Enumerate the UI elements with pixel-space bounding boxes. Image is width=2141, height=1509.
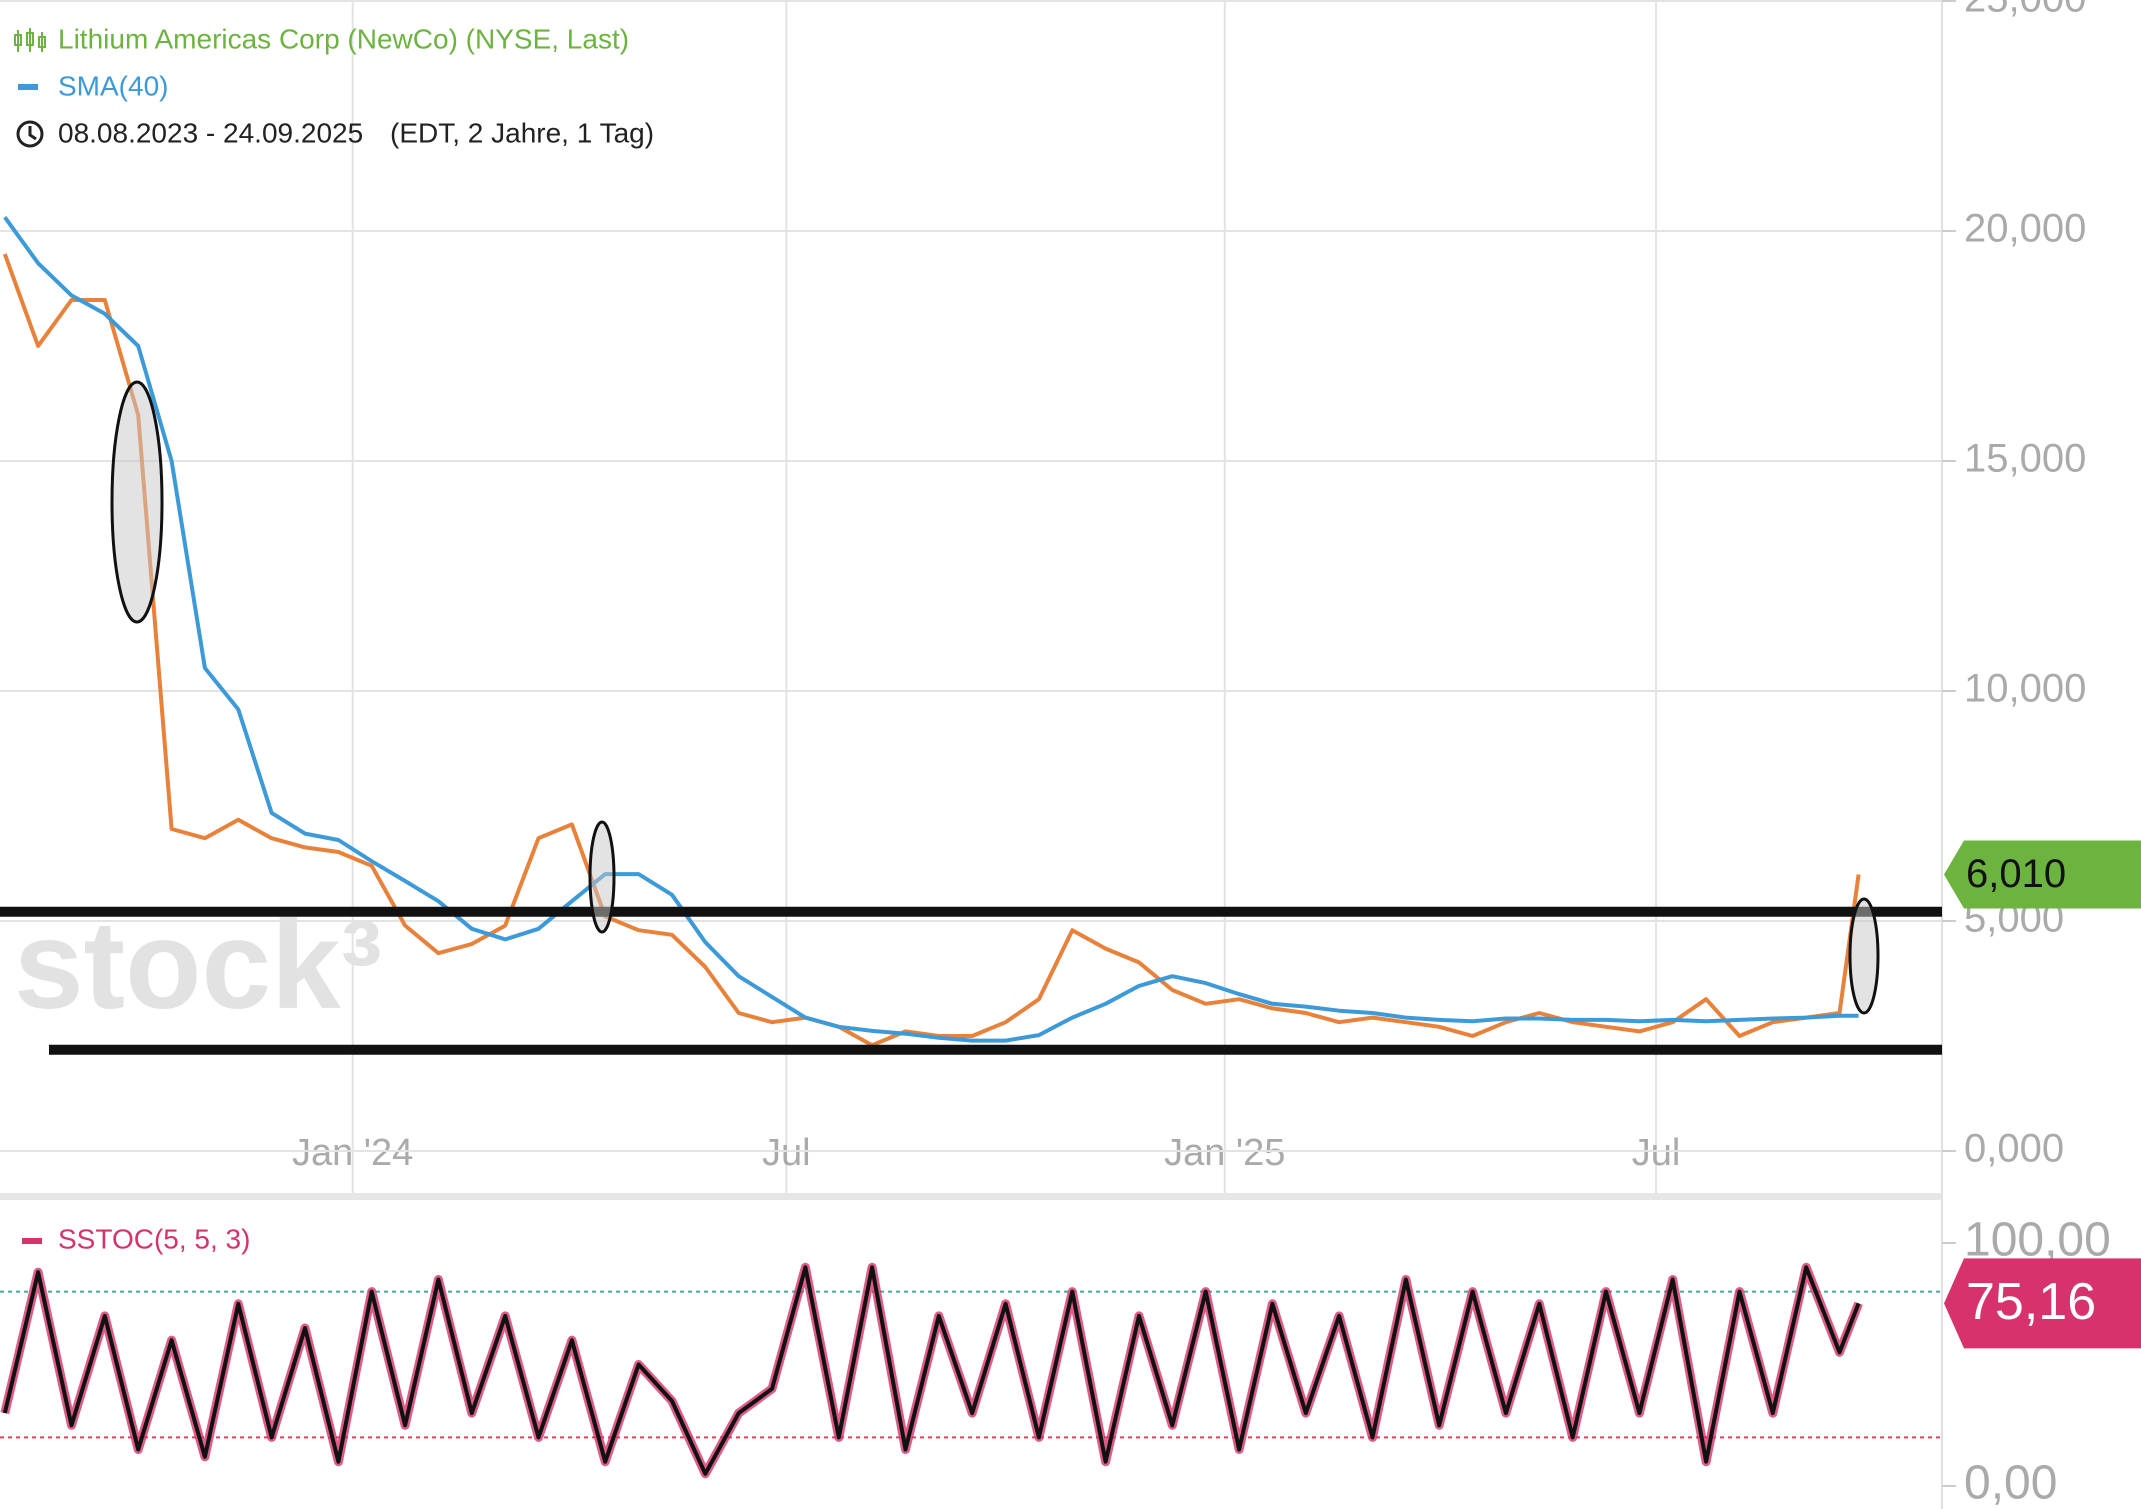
y-tick-label: 25,000 bbox=[1964, 0, 2086, 21]
x-tick-label: Jul bbox=[762, 1132, 811, 1174]
date-range-note: (EDT, 2 Jahre, 1 Tag) bbox=[390, 117, 654, 148]
legend-entry: Lithium Americas Corp (NewCo) (NYSE, Las… bbox=[58, 23, 629, 54]
price-tag-box bbox=[1944, 1258, 2141, 1349]
series-line bbox=[3, 216, 1859, 1043]
legend-entry: SSTOC(5, 5, 3) bbox=[58, 1223, 250, 1254]
clock-icon bbox=[16, 120, 44, 148]
x-tick-label: Jul bbox=[1632, 1132, 1681, 1174]
legend-icon bbox=[22, 1238, 42, 1244]
price-tag-label: 6,010 bbox=[1966, 852, 2066, 896]
price-tag-label: 75,16 bbox=[1966, 1273, 2096, 1331]
price-tag-box bbox=[1944, 840, 2141, 909]
watermark: stock³ bbox=[14, 896, 382, 1035]
x-tick-label: Jan '24 bbox=[292, 1132, 413, 1174]
price-tag: 6,010 bbox=[1944, 840, 2141, 909]
legend-icon bbox=[18, 84, 38, 90]
x-tick-label: Jan '25 bbox=[1164, 1132, 1285, 1174]
y-tick-label: 100,00 bbox=[1964, 1214, 2111, 1267]
y-tick-label: 0,000 bbox=[1964, 1127, 2064, 1171]
date-range: 08.08.2023 - 24.09.2025 bbox=[58, 117, 363, 148]
price-tag: 75,16 bbox=[1944, 1258, 2141, 1349]
highlight-ellipse bbox=[110, 380, 164, 624]
highlight-ellipse bbox=[588, 820, 616, 934]
y-tick-label: 15,000 bbox=[1964, 437, 2086, 481]
series-line bbox=[2, 1265, 1861, 1476]
legend-entry: SMA(40) bbox=[58, 70, 168, 101]
y-tick-label: 20,000 bbox=[1964, 207, 2086, 251]
series-glow bbox=[0, 1262, 1863, 1479]
highlight-ellipse bbox=[1848, 897, 1880, 1015]
panel-separator bbox=[0, 1193, 1942, 1200]
legend-icon bbox=[14, 28, 46, 52]
y-tick-label: 0,00 bbox=[1964, 1457, 2057, 1509]
y-tick-label: 10,000 bbox=[1964, 667, 2086, 711]
